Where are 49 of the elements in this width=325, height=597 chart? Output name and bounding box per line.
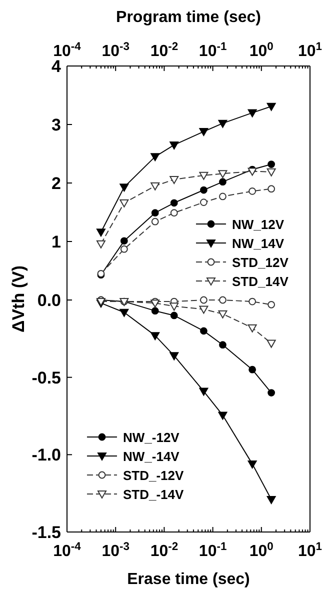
- legend-label: NW_12V: [232, 217, 284, 232]
- x-tick-label: 10$^{-1}$: [198, 541, 227, 560]
- x-tick-label: 10$^{-2}$: [150, 541, 178, 560]
- y-tick-label: 1: [52, 232, 61, 252]
- point: [170, 141, 179, 150]
- x-tick-label: 10$^{0}$: [249, 541, 274, 560]
- y-tick-label: -0.5: [32, 368, 61, 388]
- legend-label: NW_-14V: [123, 449, 180, 464]
- x-axis-title: Program time (sec): [116, 9, 261, 26]
- legend-label: NW_14V: [232, 236, 284, 251]
- point: [219, 192, 226, 200]
- legend-label: STD_-12V: [123, 468, 184, 483]
- legend-label: STD_-14V: [123, 487, 184, 502]
- point: [120, 199, 129, 208]
- point: [120, 237, 128, 245]
- x-tick-label: 10$^{1}$: [298, 41, 322, 60]
- legend-label: STD_12V: [232, 255, 289, 270]
- point: [219, 178, 226, 186]
- legend-label: STD_14V: [232, 274, 289, 289]
- point: [170, 199, 178, 207]
- point: [120, 245, 128, 253]
- point: [170, 209, 178, 217]
- point: [170, 176, 179, 184]
- y-tick-label: -1.0: [32, 446, 61, 465]
- y-tick-label: 4: [52, 57, 62, 76]
- y-tick-label: 3: [52, 116, 61, 134]
- point: [218, 170, 228, 178]
- x-axis-title: Erase time (sec): [127, 571, 250, 588]
- y-tick-label: 0.0: [37, 291, 61, 310]
- point: [96, 240, 106, 248]
- x-tick-label: 10$^{-3}$: [102, 541, 130, 560]
- y-axis-title: ΔVth (V): [9, 266, 28, 332]
- point: [266, 168, 276, 176]
- x-tick-label: 10$^{-4}$: [53, 541, 82, 560]
- x-tick-label: 10$^{-1}$: [198, 41, 227, 60]
- x-tick-label: 10$^{-2}$: [150, 41, 178, 60]
- point: [266, 102, 276, 111]
- x-tick-label: 10$^{-3}$: [102, 41, 130, 60]
- x-tick-label: 10$^{-4}$: [53, 41, 82, 60]
- point: [268, 185, 276, 193]
- point: [120, 184, 129, 192]
- x-tick-label: 10$^{1}$: [298, 541, 322, 560]
- x-tick-label: 10$^{0}$: [249, 41, 274, 60]
- y-tick-label: 2: [52, 174, 61, 193]
- point: [96, 228, 106, 237]
- legend-label: NW_-12V: [123, 430, 180, 445]
- point: [268, 160, 276, 168]
- y-tick-label: -1.5: [32, 523, 61, 542]
- point: [218, 120, 228, 128]
